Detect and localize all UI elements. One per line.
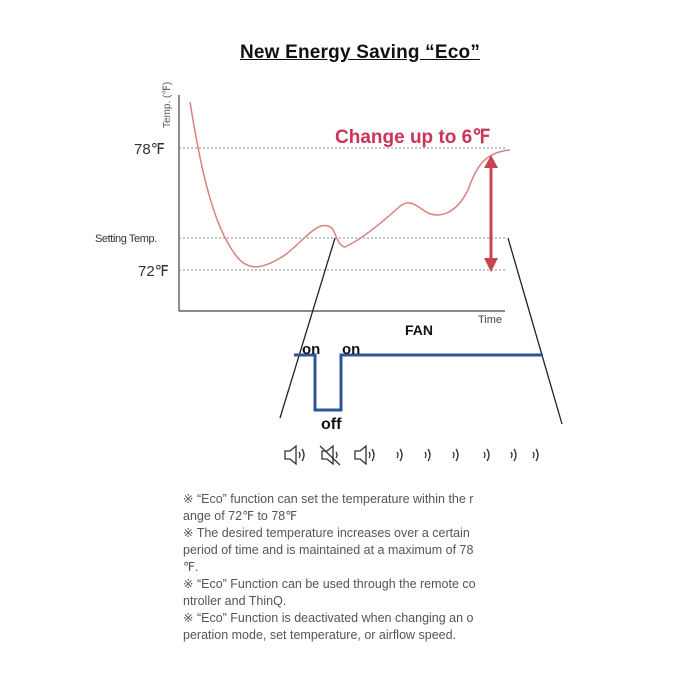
fan-on-label-2: on bbox=[342, 341, 360, 358]
wave-icon bbox=[452, 448, 459, 462]
x-axis-label: Time bbox=[478, 314, 502, 326]
fan-title: FAN bbox=[405, 322, 433, 338]
diagram-title: New Energy Saving “Eco” bbox=[239, 42, 481, 63]
wave-icon bbox=[510, 448, 517, 462]
zoom-line-left bbox=[279, 237, 336, 419]
y-axis-label: Temp. (℉) bbox=[162, 82, 173, 128]
note-line: ange of 72℉ to 78℉ bbox=[183, 509, 298, 523]
note-line: peration mode, set temperature, or airfl… bbox=[183, 628, 457, 642]
speaker-on-icon bbox=[284, 444, 305, 466]
speaker-on-icon bbox=[354, 444, 375, 466]
fan-state-line bbox=[294, 353, 543, 412]
note-line: ※ “Eco” Function is deactivated when cha… bbox=[183, 611, 474, 625]
wave-icon bbox=[483, 448, 490, 462]
wave-icon bbox=[396, 448, 403, 462]
notes-block: ※ “Eco” function can set the temperature… bbox=[183, 491, 533, 644]
label-78: 78℉ bbox=[134, 141, 165, 158]
fan-on-label-1: on bbox=[302, 341, 320, 358]
change-arrow-head-up bbox=[484, 155, 498, 168]
temperature-curve bbox=[189, 101, 511, 268]
note-line: ※ “Eco” Function can be used through the… bbox=[183, 577, 476, 591]
note-line: period of time and is maintained at a ma… bbox=[183, 543, 474, 557]
speaker-muted-icon bbox=[319, 444, 341, 466]
label-setting-temp: Setting Temp. bbox=[95, 233, 157, 245]
wave-icon bbox=[424, 448, 431, 462]
label-72: 72℉ bbox=[138, 263, 169, 280]
note-line: ntroller and ThinQ. bbox=[183, 594, 287, 608]
note-line: ℉. bbox=[183, 560, 199, 574]
note-line: ※ The desired temperature increases over… bbox=[183, 526, 470, 540]
zoom-line-right bbox=[507, 237, 563, 425]
note-line: ※ “Eco” function can set the temperature… bbox=[183, 492, 474, 506]
change-label: Change up to 6℉ bbox=[335, 127, 490, 148]
wave-icon bbox=[532, 448, 539, 462]
change-arrow-head-down bbox=[484, 258, 498, 272]
fan-off-label: off bbox=[321, 416, 342, 433]
